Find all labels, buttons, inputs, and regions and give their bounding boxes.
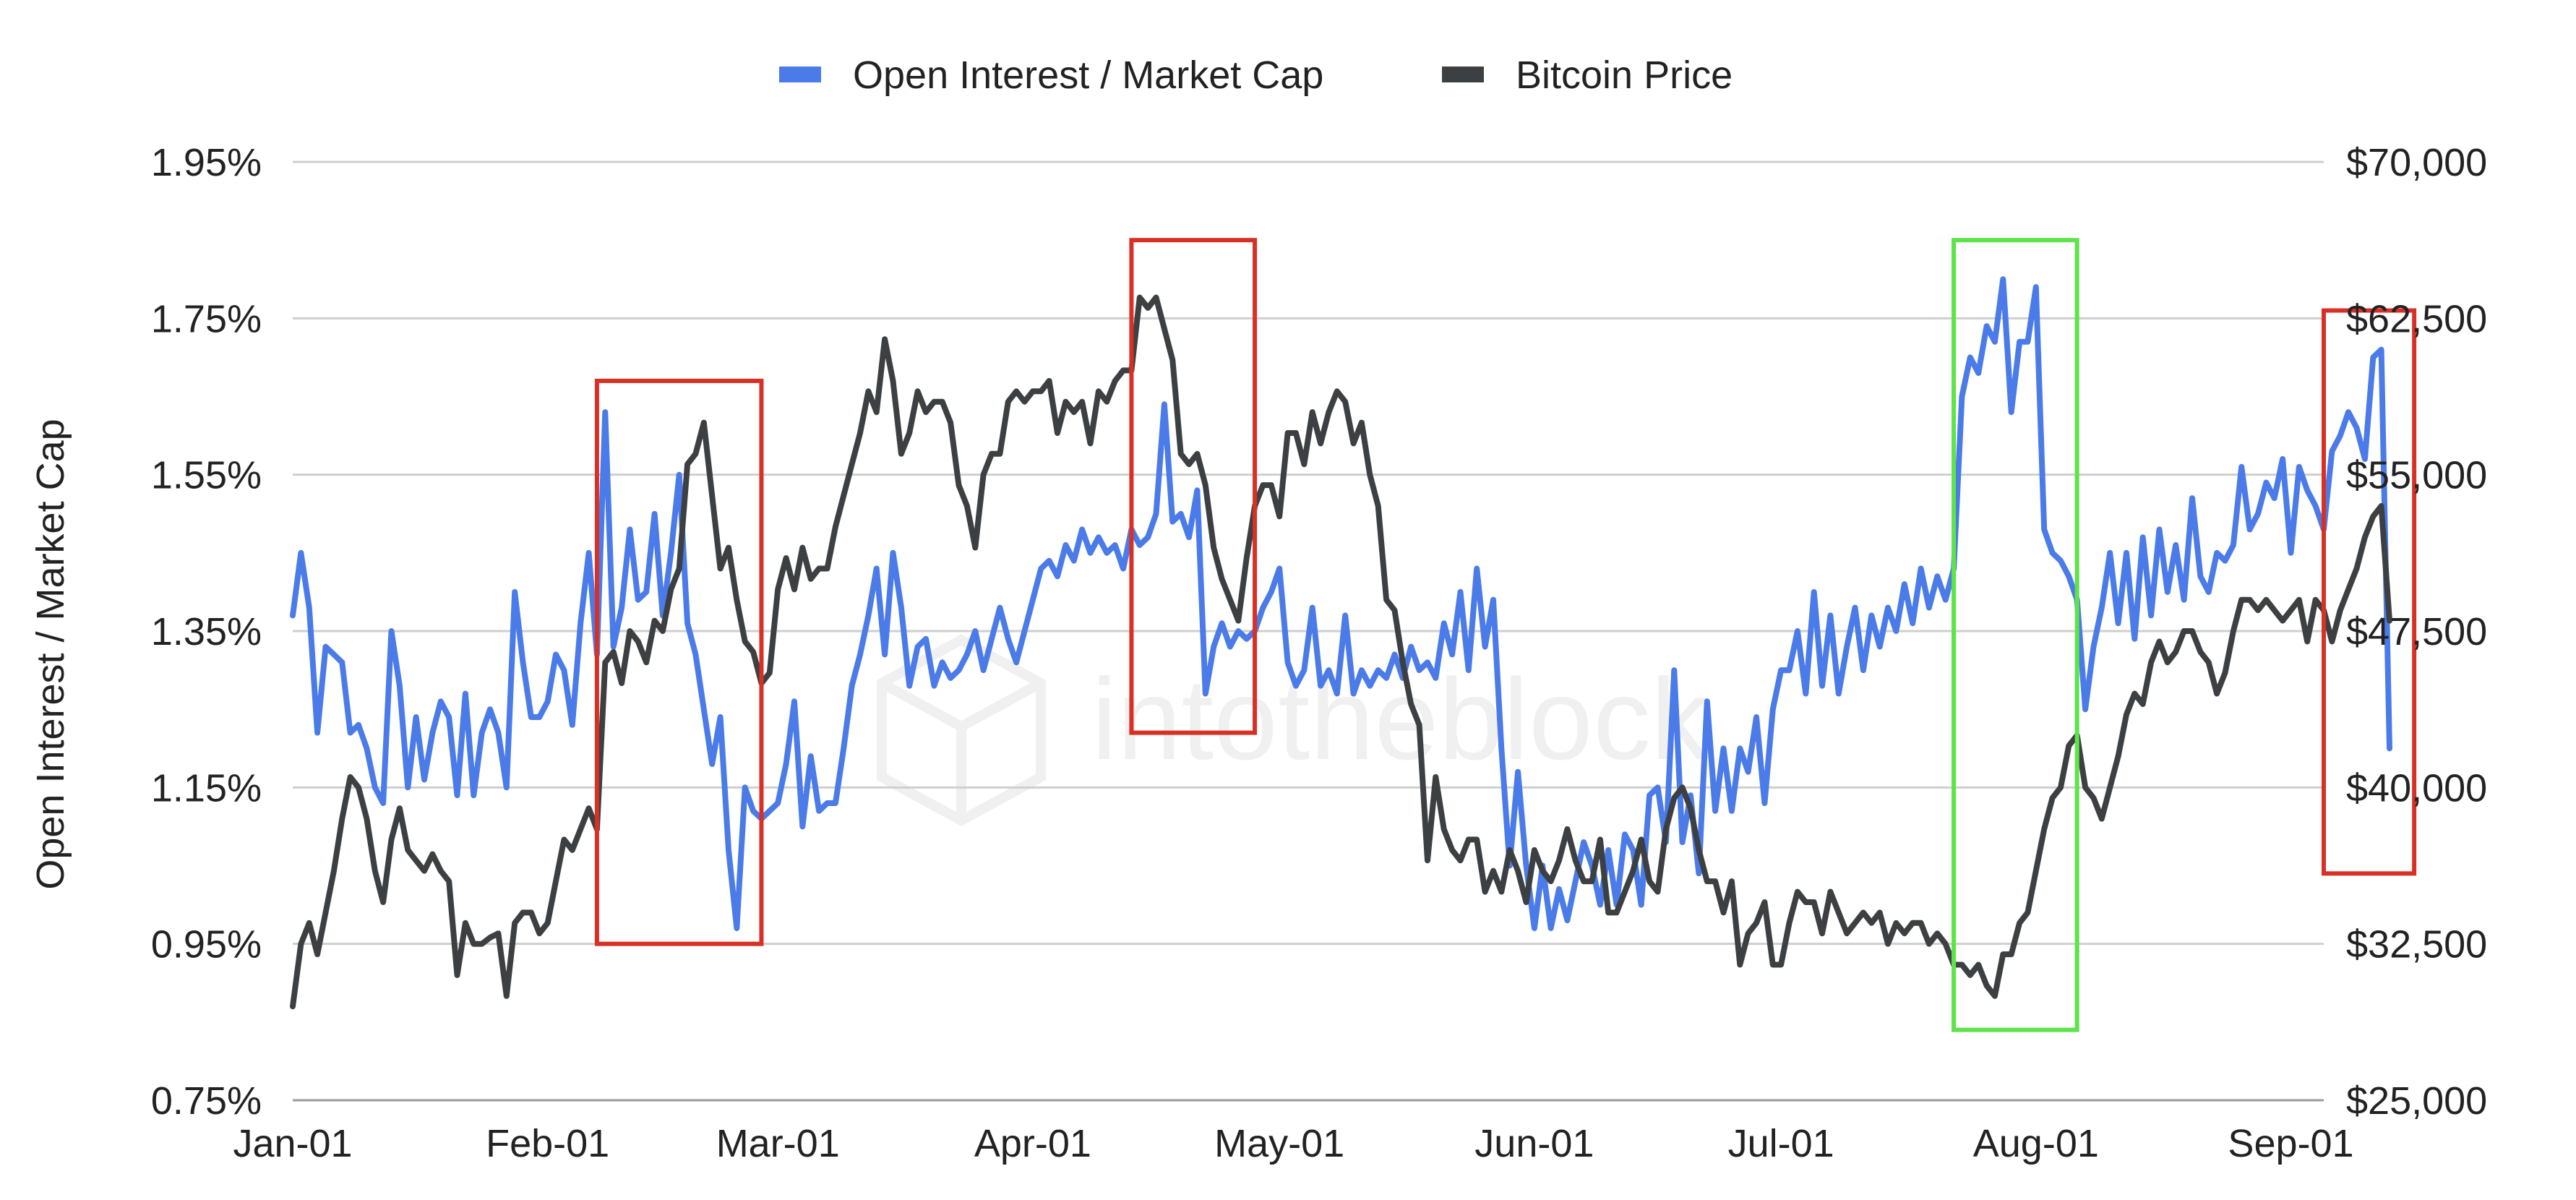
- y-right-tick-label: $47,500: [2346, 610, 2487, 653]
- y-left-tick-label: 1.55%: [151, 454, 262, 497]
- legend: Open Interest / Market Cap Bitcoin Price: [779, 53, 1733, 97]
- x-tick-label: Jun-01: [1474, 1122, 1594, 1165]
- y-right-tick-label: $40,000: [2346, 766, 2487, 810]
- legend-swatch-bitcoin-price: [1442, 67, 1484, 82]
- legend-label-bitcoin-price: Bitcoin Price: [1516, 53, 1733, 97]
- x-tick-label: Sep-01: [2228, 1122, 2353, 1165]
- highlight-box: [594, 378, 764, 946]
- y-right-tick-label: $62,500: [2346, 297, 2487, 340]
- series-line-bitcoin-price: [290, 294, 2392, 1010]
- legend-swatch-open-interest: [779, 67, 821, 82]
- x-tick-label: Jan-01: [233, 1122, 352, 1165]
- y-right-tick-label: $25,000: [2346, 1079, 2487, 1123]
- x-tick-label: Aug-01: [1973, 1122, 2099, 1165]
- y-right-tick-label: $70,000: [2346, 141, 2487, 184]
- legend-label-open-interest: Open Interest / Market Cap: [853, 53, 1323, 97]
- x-tick-label: Jul-01: [1728, 1122, 1834, 1165]
- x-tick-label: Feb-01: [486, 1122, 609, 1165]
- x-tick-label: Apr-01: [974, 1122, 1091, 1165]
- y-right-tick-label: $32,500: [2346, 923, 2487, 967]
- x-tick-label: Mar-01: [716, 1122, 840, 1165]
- watermark-cube-icon: [877, 634, 1046, 826]
- y-left-tick-label: 1.15%: [151, 766, 262, 810]
- highlight-box: [1129, 238, 1258, 735]
- watermark: intotheblock: [877, 634, 1709, 826]
- y-left-tick-label: 0.95%: [151, 923, 262, 967]
- y-left-tick-label: 1.75%: [151, 297, 262, 340]
- y-left-tick-label: 1.95%: [151, 141, 262, 184]
- y-left-tick-label: 1.35%: [151, 610, 262, 653]
- x-tick-label: May-01: [1214, 1122, 1344, 1165]
- series-line-open-interest: [290, 276, 2392, 931]
- y-axis-left-label: Open Interest / Market Cap: [29, 419, 72, 889]
- y-left-tick-label: 0.75%: [151, 1079, 262, 1123]
- y-right-tick-label: $55,000: [2346, 454, 2487, 497]
- highlight-box: [2322, 308, 2417, 876]
- highlight-box: [1952, 238, 2079, 1032]
